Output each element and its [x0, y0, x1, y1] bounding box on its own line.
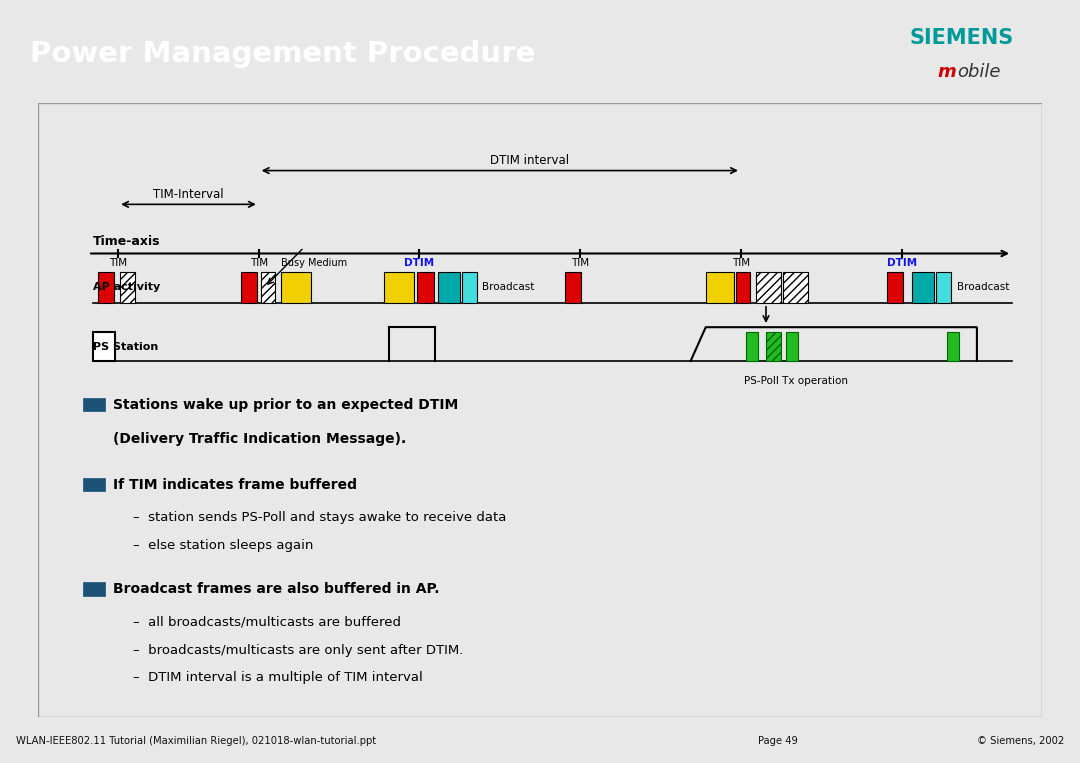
Text: TIM-Interval: TIM-Interval — [153, 188, 224, 201]
Text: Page 49: Page 49 — [758, 736, 797, 746]
Text: –  DTIM interval is a multiple of TIM interval: – DTIM interval is a multiple of TIM int… — [133, 671, 423, 684]
Bar — [887, 272, 903, 303]
Text: TIM: TIM — [109, 258, 127, 268]
Text: –  else station sleeps again: – else station sleeps again — [133, 539, 313, 552]
Bar — [241, 272, 257, 303]
Bar — [735, 272, 751, 303]
Text: PS Station: PS Station — [93, 342, 159, 353]
Text: TIM: TIM — [249, 258, 268, 268]
Text: Stations wake up prior to an expected DTIM: Stations wake up prior to an expected DT… — [113, 398, 458, 412]
Text: –  broadcasts/multicasts are only sent after DTIM.: – broadcasts/multicasts are only sent af… — [133, 643, 463, 656]
Text: Power Management Procedure: Power Management Procedure — [30, 40, 536, 69]
Bar — [783, 272, 808, 303]
Bar — [120, 272, 135, 303]
Text: PS-Poll Tx operation: PS-Poll Tx operation — [744, 376, 848, 386]
Text: –  station sends PS-Poll and stays awake to receive data: – station sends PS-Poll and stays awake … — [133, 511, 507, 524]
Text: DTIM: DTIM — [404, 258, 434, 268]
Bar — [281, 272, 311, 303]
Bar — [260, 272, 275, 303]
Bar — [83, 398, 105, 411]
Bar — [565, 272, 581, 303]
Text: DTIM: DTIM — [887, 258, 917, 268]
Bar — [746, 332, 758, 361]
Text: m: m — [937, 63, 956, 82]
Text: –  all broadcasts/multicasts are buffered: – all broadcasts/multicasts are buffered — [133, 616, 401, 629]
Text: Broadcast frames are also buffered in AP.: Broadcast frames are also buffered in AP… — [113, 582, 440, 596]
Bar — [384, 272, 415, 303]
Bar — [786, 332, 798, 361]
Text: TIM: TIM — [732, 258, 750, 268]
Bar — [766, 332, 781, 361]
Text: DTIM interval: DTIM interval — [490, 154, 569, 168]
Bar — [93, 332, 116, 361]
Text: © Siemens, 2002: © Siemens, 2002 — [977, 736, 1064, 746]
Text: TIM: TIM — [571, 258, 590, 268]
Bar — [437, 272, 460, 303]
Bar — [98, 272, 114, 303]
Bar — [705, 272, 733, 303]
Text: Broadcast: Broadcast — [957, 282, 1009, 292]
Text: (Delivery Traffic Indication Message).: (Delivery Traffic Indication Message). — [113, 432, 406, 446]
Bar — [947, 332, 959, 361]
Text: WLAN-IEEE802.11 Tutorial (Maximilian Riegel), 021018-wlan-tutorial.ppt: WLAN-IEEE802.11 Tutorial (Maximilian Rie… — [16, 736, 376, 746]
Bar — [83, 582, 105, 596]
Bar — [935, 272, 950, 303]
Bar — [461, 272, 476, 303]
Text: If TIM indicates frame buffered: If TIM indicates frame buffered — [113, 478, 357, 491]
Bar — [912, 272, 934, 303]
Text: Broadcast: Broadcast — [482, 282, 535, 292]
Bar — [83, 478, 105, 491]
Text: AP activity: AP activity — [93, 282, 160, 292]
Text: obile: obile — [958, 63, 1001, 82]
Bar — [756, 272, 781, 303]
Text: Busy Medium: Busy Medium — [281, 258, 347, 268]
Bar — [418, 272, 433, 303]
Text: SIEMENS: SIEMENS — [910, 28, 1014, 48]
Text: Time-axis: Time-axis — [93, 235, 161, 248]
